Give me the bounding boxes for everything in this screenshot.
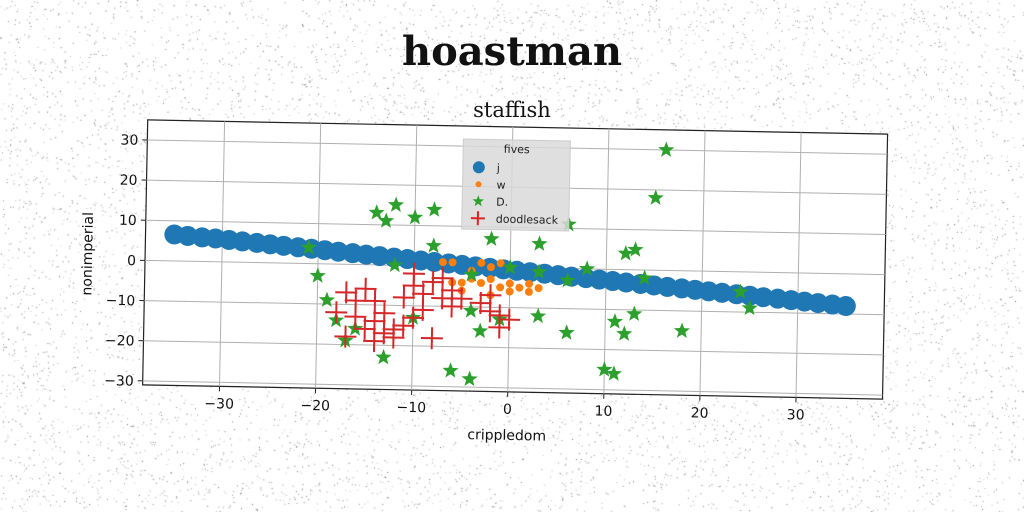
x-tick-label: 0: [503, 402, 512, 418]
y-ticks: −30 −20 −10 0 10 20 30: [104, 132, 147, 390]
legend-label: doodlesack: [496, 213, 559, 227]
legend-label: w: [496, 179, 505, 192]
legend-title: fives: [504, 143, 530, 157]
x-tick-label: −10: [396, 400, 426, 417]
y-tick-label: 30: [120, 132, 138, 148]
legend-label: D.: [496, 196, 508, 209]
x-tick-label: −20: [300, 398, 330, 415]
x-axis-label: crippledom: [467, 427, 546, 445]
x-tick-label: 10: [594, 404, 612, 420]
y-tick-label: −30: [104, 373, 134, 390]
y-tick-label: 10: [119, 213, 137, 229]
y-tick-label: 0: [127, 253, 136, 269]
x-tick-label: 20: [691, 405, 709, 421]
legend-label: j: [496, 162, 500, 175]
y-tick-label: −20: [105, 333, 135, 350]
x-tick-label: 30: [787, 407, 805, 423]
x-tick-label: −30: [204, 396, 234, 413]
y-tick-label: −10: [106, 293, 136, 310]
y-axis-label: nonimperial: [79, 212, 97, 296]
y-tick-label: 20: [120, 173, 138, 189]
